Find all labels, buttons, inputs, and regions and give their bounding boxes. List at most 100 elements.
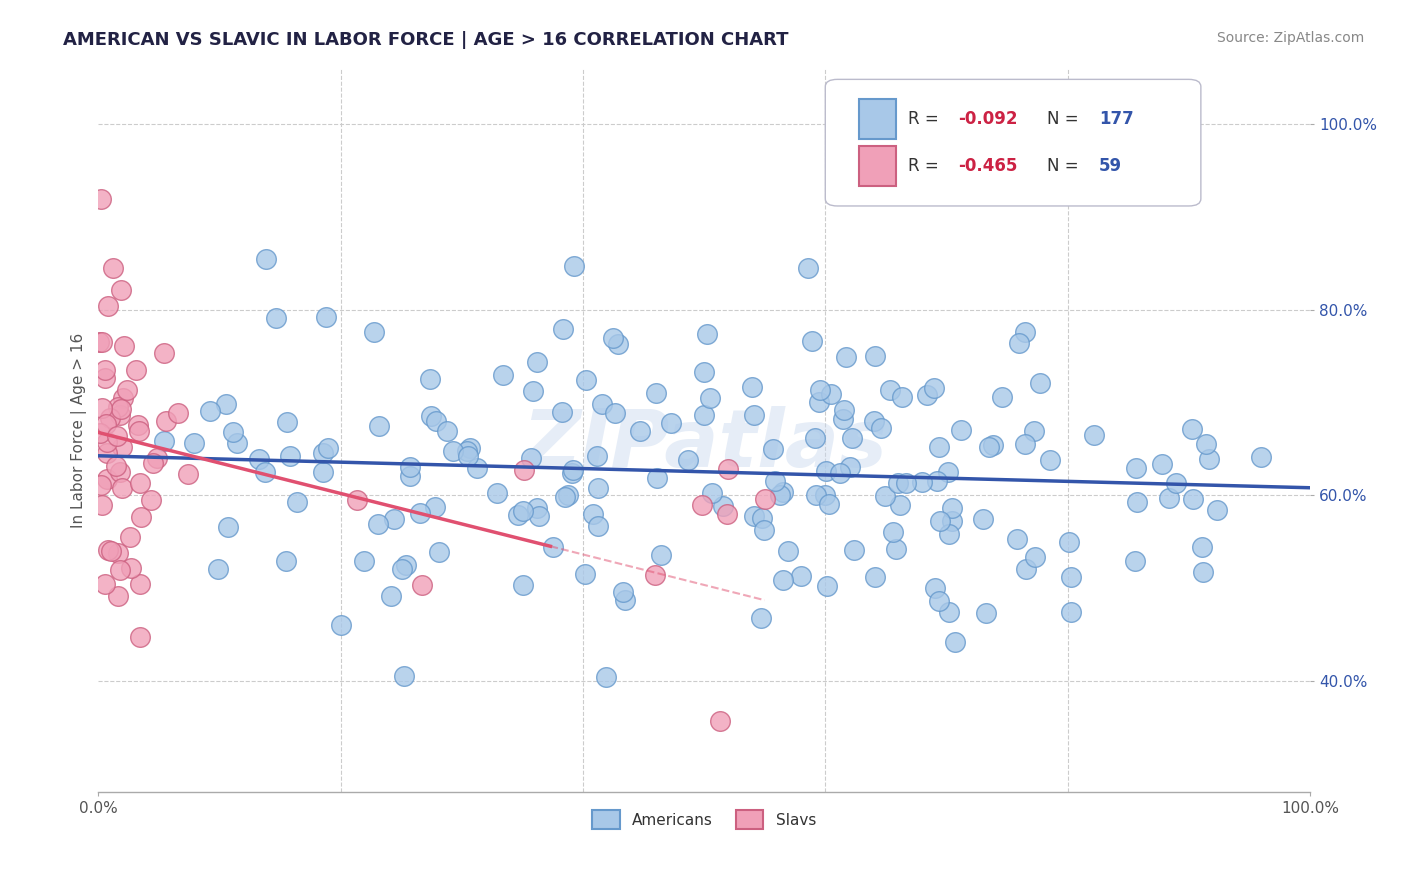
Point	[108, 465, 131, 479]
Point	[1057, 535, 1080, 549]
Point	[346, 493, 368, 508]
Point	[94, 417, 117, 432]
Point	[1060, 605, 1083, 619]
Point	[896, 475, 918, 490]
Point	[700, 486, 723, 500]
Point	[693, 408, 716, 422]
Y-axis label: In Labor Force | Age > 16: In Labor Force | Age > 16	[72, 333, 87, 528]
Point	[529, 509, 551, 524]
Point	[249, 452, 271, 467]
Point	[367, 517, 389, 532]
Point	[110, 440, 132, 454]
Point	[278, 449, 301, 463]
Point	[754, 491, 776, 506]
Point	[128, 425, 150, 439]
Point	[485, 486, 508, 500]
Point	[929, 514, 952, 528]
Point	[101, 261, 124, 276]
Point	[752, 524, 775, 538]
Point	[519, 451, 541, 466]
Point	[863, 349, 886, 363]
Point	[100, 544, 122, 558]
Point	[575, 373, 598, 387]
Point	[890, 390, 912, 404]
Point	[264, 311, 287, 326]
Point	[1182, 492, 1205, 507]
Point	[457, 449, 479, 463]
Point	[492, 368, 515, 383]
Point	[129, 630, 152, 644]
Point	[591, 397, 613, 411]
Point	[941, 500, 963, 515]
Point	[574, 567, 596, 582]
Point	[312, 465, 335, 479]
Point	[142, 457, 165, 471]
Point	[1029, 376, 1052, 390]
Point	[751, 511, 773, 525]
Point	[1150, 457, 1173, 471]
Point	[363, 326, 385, 340]
Point	[399, 469, 422, 483]
Point	[607, 337, 630, 351]
Point	[276, 415, 298, 429]
Point	[131, 510, 153, 524]
Point	[411, 578, 433, 592]
Point	[125, 363, 148, 377]
Point	[94, 371, 117, 385]
Point	[526, 501, 548, 516]
Point	[742, 508, 765, 523]
Point	[111, 481, 134, 495]
Point	[330, 618, 353, 632]
Point	[111, 391, 134, 405]
Point	[90, 477, 112, 491]
Point	[645, 471, 668, 485]
Point	[107, 546, 129, 560]
Point	[207, 562, 229, 576]
Point	[97, 542, 120, 557]
Point	[645, 386, 668, 401]
Point	[1126, 495, 1149, 509]
Point	[441, 443, 464, 458]
Point	[863, 414, 886, 428]
Text: N =: N =	[1047, 110, 1084, 128]
Point	[879, 383, 901, 397]
Point	[153, 434, 176, 449]
Text: R =: R =	[908, 110, 943, 128]
Point	[145, 451, 167, 466]
Point	[91, 401, 114, 416]
Point	[828, 467, 851, 481]
Point	[1191, 565, 1213, 579]
Point	[110, 564, 132, 578]
Point	[522, 384, 544, 398]
FancyBboxPatch shape	[859, 99, 896, 139]
Point	[741, 380, 763, 394]
Point	[105, 428, 128, 442]
Point	[1166, 475, 1188, 490]
FancyBboxPatch shape	[825, 79, 1201, 206]
Point	[582, 507, 605, 521]
Point	[1195, 437, 1218, 451]
Text: -0.465: -0.465	[959, 157, 1018, 175]
Point	[1014, 437, 1036, 451]
Point	[89, 425, 111, 440]
Point	[586, 519, 609, 533]
Point	[115, 383, 138, 397]
Point	[96, 434, 118, 449]
Point	[742, 408, 765, 422]
FancyBboxPatch shape	[859, 146, 896, 186]
Point	[526, 355, 548, 369]
Point	[285, 495, 308, 509]
Point	[112, 339, 135, 353]
Point	[107, 401, 129, 415]
Point	[1014, 326, 1036, 340]
Point	[612, 584, 634, 599]
Point	[972, 512, 994, 526]
Point	[650, 549, 672, 563]
Point	[818, 497, 841, 511]
Point	[1250, 450, 1272, 464]
Point	[89, 335, 111, 350]
Point	[427, 545, 450, 559]
Point	[870, 420, 893, 434]
Point	[841, 431, 863, 445]
Text: 177: 177	[1099, 110, 1133, 128]
